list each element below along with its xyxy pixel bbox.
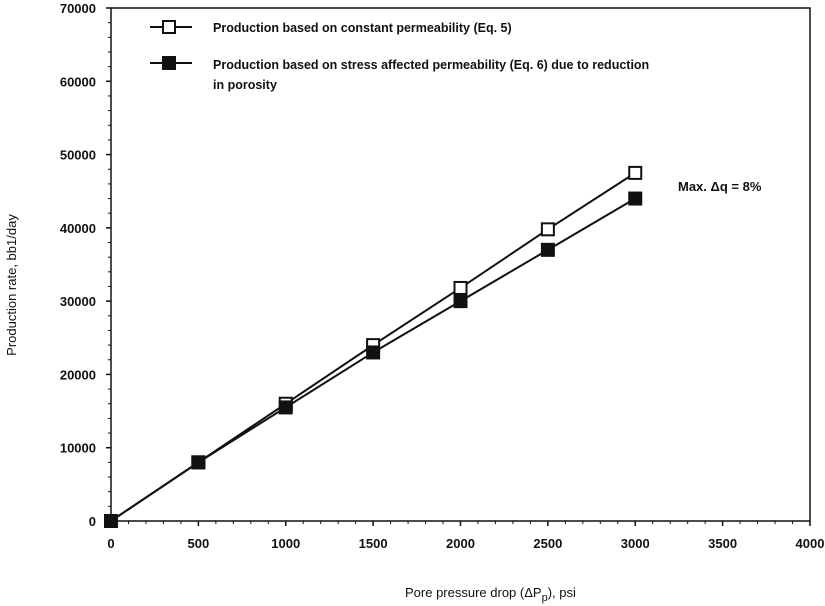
- filled-square-point: [366, 345, 381, 360]
- filled-square-point: [628, 191, 643, 206]
- filled-square-point: [453, 294, 468, 309]
- x-tick-label: 2000: [446, 536, 475, 551]
- x-axis-label-subscript: p: [542, 592, 548, 604]
- y-tick-label: 0: [89, 514, 96, 529]
- x-tick-label: 1000: [271, 536, 300, 551]
- open-square-point: [540, 222, 555, 237]
- x-axis-label: Pore pressure drop (ΔPp), psi: [405, 585, 576, 604]
- open-square-point: [453, 280, 468, 295]
- series-group: [104, 165, 643, 528]
- filled-square-point: [104, 514, 118, 528]
- y-tick-label: 50000: [60, 148, 96, 163]
- filled-square-point: [191, 455, 206, 470]
- x-tick-label: 3500: [708, 536, 737, 551]
- x-tick-label: 500: [188, 536, 210, 551]
- open-square-point: [628, 165, 643, 180]
- legend-label-constant: Production based on constant permeabilit…: [213, 21, 512, 35]
- y-tick-label: 60000: [60, 74, 96, 89]
- series-line-1: [110, 197, 636, 522]
- filled-square-point: [278, 400, 293, 415]
- y-tick-label: 10000: [60, 441, 96, 456]
- legend-label-stress-line2: in porosity: [213, 78, 277, 92]
- axis-ticks: 0 500 1000 1500 2000 2500 3000 3500 400001000020…: [60, 1, 825, 551]
- x-tick-label: 2500: [533, 536, 562, 551]
- legend-marker-filled-square: [162, 56, 176, 70]
- y-tick-label: 20000: [60, 367, 96, 382]
- x-tick-label: 1500: [359, 536, 388, 551]
- x-tick-label: 0: [107, 536, 114, 551]
- x-axis-label-main: Pore pressure drop (ΔP: [405, 585, 542, 600]
- y-tick-label: 70000: [60, 1, 96, 16]
- y-tick-label: 40000: [60, 221, 96, 236]
- filled-square-point: [540, 242, 555, 257]
- x-axis-label-suffix: ), psi: [548, 585, 576, 600]
- legend-label-stress-line1: Production based on stress affected perm…: [213, 58, 649, 72]
- y-axis-label: Production rate, bb1/day: [4, 214, 19, 356]
- y-tick-label: 30000: [60, 294, 96, 309]
- x-tick-label: 3000: [621, 536, 650, 551]
- legend-marker-open-square: [162, 20, 176, 34]
- x-tick-label: 4000: [796, 536, 825, 551]
- legend: Production based on constant permeabilit…: [150, 20, 649, 92]
- annotation-max-dq: Max. Δq = 8%: [678, 179, 762, 194]
